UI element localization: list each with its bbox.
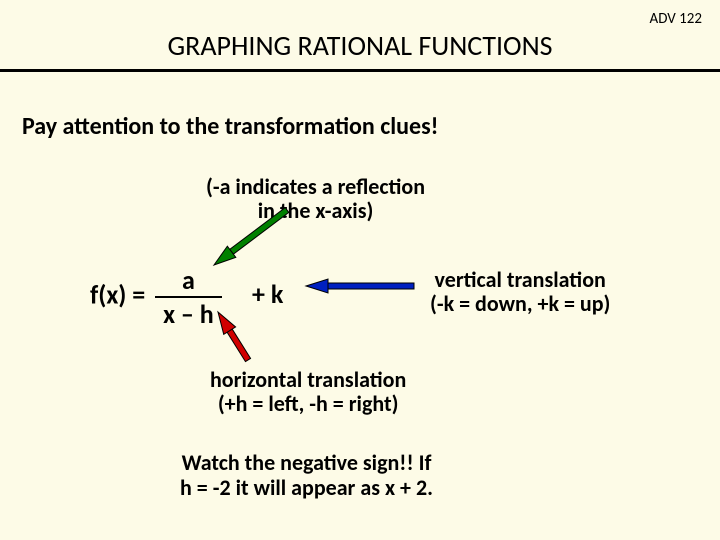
page-title: GRAPHING RATIONAL FUNCTIONS <box>0 28 720 72</box>
arrow-blue-icon <box>306 279 414 293</box>
vert-line2: (-k = down, +k = up) <box>430 290 610 317</box>
reflection-note: (-a indicates a reflection in the x-axis… <box>206 175 425 223</box>
warning-line2: h = -2 it will appear as x + 2. <box>180 474 433 501</box>
course-code: ADV 122 <box>650 10 702 28</box>
fraction: a x – h <box>155 264 222 330</box>
horiz-line2: (+h = left, -h = right) <box>218 390 399 417</box>
subtitle: Pay attention to the transformation clue… <box>22 112 439 141</box>
reflection-line2: in the x-axis) <box>258 197 374 224</box>
vertical-translation-note: vertical translation (-k = down, +k = up… <box>430 268 610 316</box>
warning-text: Watch the negative sign!! If h = -2 it w… <box>180 450 433 501</box>
horizontal-translation-note: horizontal translation (+h = left, -h = … <box>210 368 406 416</box>
plus-k: + k <box>252 278 283 310</box>
reflection-line1: (-a indicates a reflection <box>206 173 425 200</box>
fx-label: f(x) = <box>90 278 145 310</box>
denominator: x – h <box>155 296 222 330</box>
warning-line1: Watch the negative sign!! If <box>182 449 432 476</box>
horiz-line1: horizontal translation <box>210 366 406 393</box>
vert-line1: vertical translation <box>435 266 606 293</box>
numerator: a <box>155 264 222 296</box>
formula: f(x) = a x – h <box>90 264 226 330</box>
slide: ADV 122 GRAPHING RATIONAL FUNCTIONS Pay … <box>0 0 720 540</box>
